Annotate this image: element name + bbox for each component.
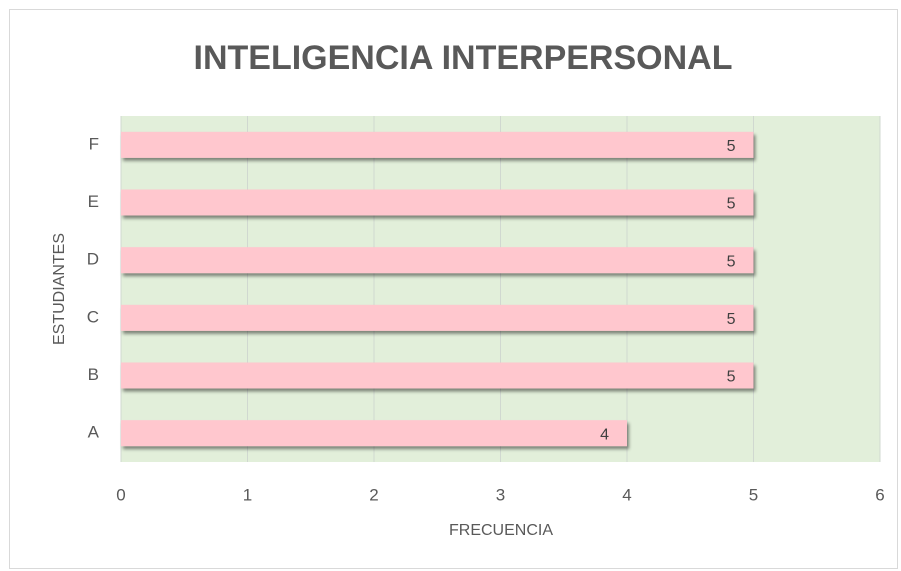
data-label: 5 [727, 196, 736, 213]
data-label: 4 [600, 426, 609, 443]
data-label: 5 [727, 138, 736, 155]
y-tick-label: F [89, 134, 99, 153]
data-label: 5 [727, 369, 736, 386]
bar [121, 362, 754, 389]
x-tick-label: 5 [749, 485, 758, 504]
x-tick-label: 4 [622, 485, 631, 504]
chart-title: INTELIGENCIA INTERPERSONAL [194, 39, 733, 77]
y-tick-label: C [87, 307, 99, 326]
y-tick-label: E [88, 192, 99, 211]
x-axis-label: FRECUENCIA [449, 522, 553, 539]
x-tick-label: 0 [116, 485, 125, 504]
data-label: 5 [727, 253, 736, 270]
y-tick-label: D [87, 250, 99, 269]
y-axis-label: ESTUDIANTES [51, 233, 68, 345]
data-label: 5 [727, 311, 736, 328]
x-tick-label: 6 [875, 485, 884, 504]
y-tick-label: A [88, 423, 100, 442]
x-tick-label: 3 [496, 485, 505, 504]
bar [121, 131, 754, 158]
bar [121, 189, 754, 216]
bar [121, 304, 754, 331]
x-tick-label: 2 [369, 485, 378, 504]
y-tick-label: B [88, 365, 99, 384]
x-tick-label: 1 [243, 485, 252, 504]
bar [121, 420, 627, 447]
bar [121, 247, 754, 274]
